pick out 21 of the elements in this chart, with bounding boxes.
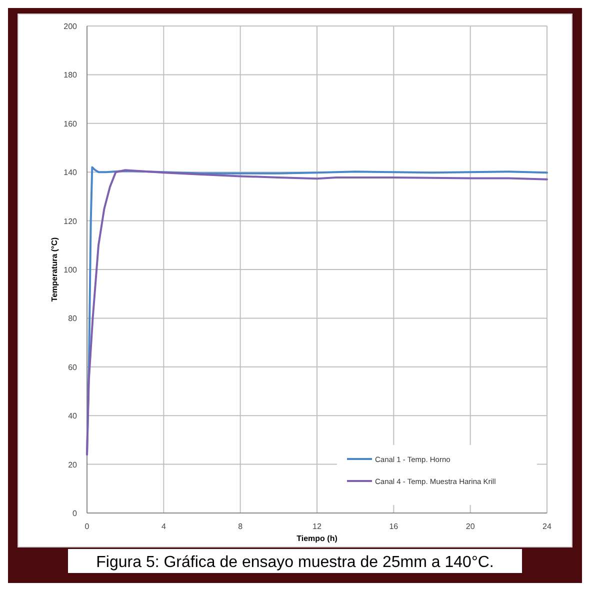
- y-tick-label: 120: [64, 216, 78, 226]
- x-tick-label: 20: [466, 522, 476, 531]
- y-tick-label: 100: [64, 266, 78, 274]
- x-tick-label: 12: [312, 522, 322, 531]
- x-tick-label: 24: [542, 522, 552, 531]
- x-axis-title: Tiempo (h): [296, 534, 338, 543]
- y-tick-label: 60: [68, 362, 78, 372]
- x-tick-label: 16: [389, 522, 399, 531]
- y-tick-label: 20: [68, 460, 78, 470]
- y-tick-label: 160: [64, 119, 78, 128]
- y-tick-label: 200: [64, 22, 78, 31]
- y-axis-title: Temperatura (°C): [50, 236, 59, 302]
- y-tick-label: 0: [72, 509, 78, 518]
- x-tick-label: 4: [161, 522, 166, 531]
- y-tick-label: 140: [64, 168, 78, 178]
- text: Figura 5: Gráfica de ensayo muestra de 25mm a 140°C.: [96, 554, 494, 571]
- x-tick-label: 8: [238, 522, 244, 531]
- y-tick-label: 80: [68, 314, 78, 324]
- y-tick-label: 40: [68, 412, 78, 421]
- x-tick-label: 0: [84, 522, 90, 531]
- y-tick-label: 180: [64, 70, 78, 80]
